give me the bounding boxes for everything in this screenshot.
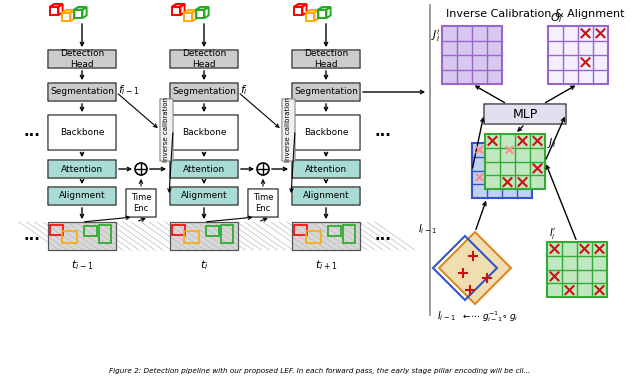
Text: Attention: Attention — [183, 165, 225, 173]
Bar — [74, 10, 83, 18]
Bar — [472, 143, 532, 198]
Bar — [442, 26, 502, 84]
FancyBboxPatch shape — [170, 115, 238, 150]
Bar — [318, 10, 326, 18]
Text: Detection
Head: Detection Head — [60, 49, 104, 69]
Text: MLP: MLP — [513, 108, 538, 120]
Text: Segmentation: Segmentation — [50, 88, 114, 97]
Text: Inverse Calibration & Alignment: Inverse Calibration & Alignment — [445, 9, 624, 19]
FancyBboxPatch shape — [282, 99, 295, 161]
Text: ...: ... — [374, 124, 392, 139]
Text: $I_i'$: $I_i'$ — [549, 226, 556, 241]
Text: Time
Enc: Time Enc — [253, 193, 273, 213]
FancyBboxPatch shape — [248, 189, 278, 217]
FancyBboxPatch shape — [484, 104, 566, 124]
Bar — [206, 226, 219, 236]
FancyBboxPatch shape — [170, 50, 238, 68]
Bar — [48, 222, 116, 250]
FancyBboxPatch shape — [170, 187, 238, 205]
FancyBboxPatch shape — [48, 83, 116, 101]
Bar — [328, 226, 341, 236]
Text: $I_{i-1}$: $I_{i-1}$ — [437, 309, 456, 323]
Bar — [292, 222, 360, 250]
Bar — [548, 26, 608, 84]
Bar — [184, 13, 193, 21]
Bar — [184, 231, 199, 243]
FancyBboxPatch shape — [170, 160, 238, 178]
Text: Detection
Head: Detection Head — [182, 49, 226, 69]
Bar — [170, 222, 238, 250]
Text: ...: ... — [24, 124, 40, 139]
Bar — [306, 231, 321, 243]
Bar — [294, 225, 307, 235]
Bar — [547, 242, 607, 297]
Text: Alignment: Alignment — [303, 191, 349, 200]
Text: Segmentation: Segmentation — [172, 88, 236, 97]
Bar — [50, 225, 63, 235]
Bar — [48, 222, 116, 250]
Bar — [172, 225, 185, 235]
FancyBboxPatch shape — [126, 189, 156, 217]
Bar — [172, 7, 180, 15]
Polygon shape — [439, 232, 511, 304]
Bar — [294, 7, 303, 15]
Bar — [84, 226, 97, 236]
Bar — [292, 222, 360, 250]
Text: Figure 2: Detection pipeline with our proposed LEF. In each forward pass, the ea: Figure 2: Detection pipeline with our pr… — [109, 368, 531, 374]
Text: Attention: Attention — [305, 165, 347, 173]
Text: Alignment: Alignment — [59, 191, 106, 200]
Text: ...: ... — [374, 229, 392, 244]
Text: Attention: Attention — [61, 165, 103, 173]
Text: $J_i'$: $J_i'$ — [431, 28, 441, 44]
Text: Detection
Head: Detection Head — [304, 49, 348, 69]
FancyBboxPatch shape — [292, 187, 360, 205]
FancyBboxPatch shape — [292, 115, 360, 150]
FancyBboxPatch shape — [170, 83, 238, 101]
Text: $\leftarrow\!\cdots\; g_{i-1}^{-1}\!\circ g_i$: $\leftarrow\!\cdots\; g_{i-1}^{-1}\!\cir… — [461, 309, 518, 324]
Text: $I_{i-1}$: $I_{i-1}$ — [419, 222, 437, 236]
Text: Backbone: Backbone — [304, 128, 348, 137]
FancyBboxPatch shape — [48, 160, 116, 178]
FancyBboxPatch shape — [48, 50, 116, 68]
Text: $J_i$: $J_i$ — [547, 136, 556, 150]
Bar — [221, 225, 233, 243]
Text: Time
Enc: Time Enc — [131, 193, 151, 213]
Bar — [50, 7, 58, 15]
Text: $O_i$: $O_i$ — [550, 11, 563, 25]
Text: $t_i$: $t_i$ — [200, 258, 208, 272]
Bar — [485, 134, 545, 189]
Bar — [170, 222, 238, 250]
Bar — [306, 13, 314, 21]
Text: Backbone: Backbone — [60, 128, 104, 137]
Bar — [62, 13, 70, 21]
Bar — [99, 225, 111, 243]
Text: $f_i$: $f_i$ — [240, 83, 248, 97]
FancyBboxPatch shape — [48, 187, 116, 205]
Text: ...: ... — [24, 229, 40, 244]
Bar — [343, 225, 355, 243]
FancyBboxPatch shape — [292, 83, 360, 101]
FancyBboxPatch shape — [160, 99, 173, 161]
Text: $t_{i+1}$: $t_{i+1}$ — [315, 258, 337, 272]
Text: $t_{i-1}$: $t_{i-1}$ — [71, 258, 93, 272]
Bar — [196, 10, 204, 18]
Text: Segmentation: Segmentation — [294, 88, 358, 97]
FancyBboxPatch shape — [48, 115, 116, 150]
FancyBboxPatch shape — [292, 50, 360, 68]
FancyBboxPatch shape — [292, 160, 360, 178]
Text: Backbone: Backbone — [182, 128, 227, 137]
Text: Inverse calibration: Inverse calibration — [285, 97, 291, 162]
Text: $f_{i-1}$: $f_{i-1}$ — [118, 83, 140, 97]
Text: Alignment: Alignment — [180, 191, 227, 200]
Text: Inverse calibration: Inverse calibration — [163, 97, 170, 162]
Bar — [62, 231, 77, 243]
